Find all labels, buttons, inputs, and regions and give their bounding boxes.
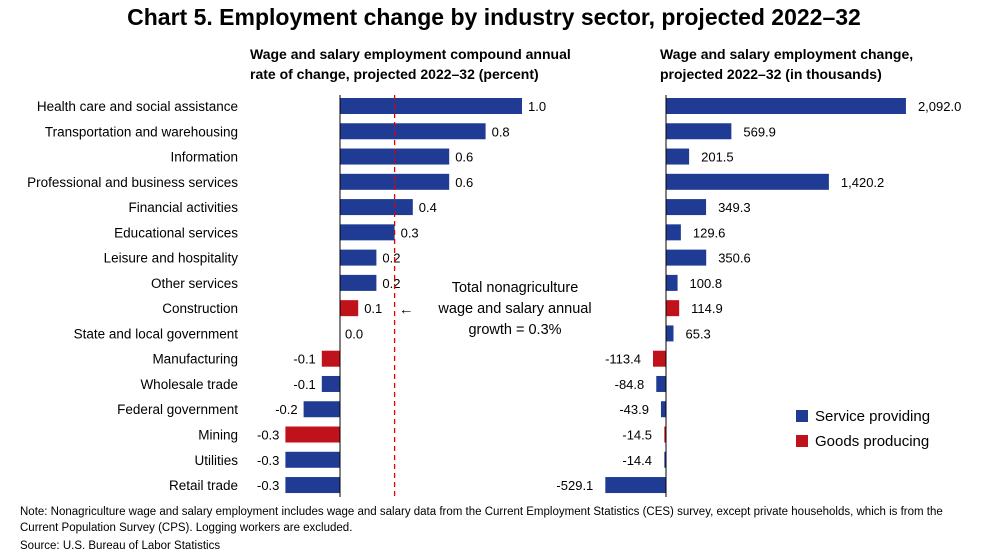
rate-bar — [340, 173, 450, 190]
rate-value-label: 0.2 — [382, 276, 400, 291]
rate-value-label: 0.8 — [492, 124, 510, 139]
change-bar — [652, 350, 666, 367]
change-bar — [664, 451, 666, 468]
change-value-label: 2,092.0 — [918, 99, 961, 114]
change-bar — [660, 401, 666, 418]
chart-title: Chart 5. Employment change by industry s… — [127, 4, 861, 30]
rate-value-label: 0.0 — [345, 326, 363, 341]
change-value-label: 569.9 — [743, 124, 776, 139]
legend: Service providing Goods producing — [796, 408, 930, 450]
annotation-arrow: ← — [399, 302, 414, 318]
change-bar — [605, 477, 666, 494]
rate-bar — [303, 401, 340, 418]
category-label: Federal government — [117, 402, 238, 417]
change-value-label: 129.6 — [693, 225, 726, 240]
rate-value-label: 1.0 — [528, 99, 546, 114]
rate-bar — [340, 274, 377, 291]
change-value-label: 100.8 — [690, 276, 723, 291]
change-bar — [666, 123, 732, 140]
rate-value-label: 0.6 — [455, 175, 473, 190]
rate-bar — [340, 300, 359, 317]
rate-bar — [321, 350, 340, 367]
rate-value-label: -0.1 — [293, 377, 315, 392]
change-value-label: 350.6 — [718, 251, 751, 266]
rate-value-label: 0.4 — [419, 200, 437, 215]
rate-bar — [340, 123, 486, 140]
change-value-label: -14.5 — [622, 428, 652, 443]
reference-annotation: Total nonagriculture wage and salary annu… — [399, 280, 592, 338]
change-value-label: 65.3 — [685, 326, 710, 341]
legend-swatch-service — [796, 410, 808, 422]
category-label: Information — [170, 150, 238, 165]
change-bar — [666, 300, 680, 317]
change-bar — [666, 199, 707, 216]
category-label: Construction — [162, 301, 238, 316]
rate-value-label: -0.2 — [275, 402, 297, 417]
change-value-label: 1,420.2 — [841, 175, 884, 190]
change-bar — [664, 426, 666, 443]
rate-bar — [285, 426, 340, 443]
change-bar — [666, 148, 690, 165]
change-bar — [666, 98, 906, 114]
category-label: State and local government — [74, 326, 239, 341]
category-label: Educational services — [114, 225, 238, 240]
rate-panel: Wage and salary employment compound annu… — [27, 46, 592, 497]
category-label: Wholesale trade — [140, 377, 238, 392]
change-value-label: -14.4 — [622, 453, 652, 468]
change-bar — [666, 224, 681, 241]
rate-bar — [340, 224, 395, 241]
category-label: Leisure and hospitality — [104, 251, 239, 266]
change-value-label: 114.9 — [691, 301, 723, 316]
category-label: Professional and business services — [27, 175, 238, 190]
category-label: Mining — [198, 428, 238, 443]
change-bar — [666, 249, 707, 266]
chart-source: Source: U.S. Bureau of Labor Statistics — [20, 540, 221, 552]
change-value-label: 201.5 — [701, 150, 734, 165]
rate-panel-subtitle: rate of change, projected 2022–32 (perce… — [250, 66, 539, 82]
chart-note: Note: Nonagriculture wage and salary emp… — [20, 506, 943, 534]
category-label: Health care and social assistance — [37, 99, 238, 114]
change-bar — [656, 375, 666, 392]
category-label: Financial activities — [128, 200, 238, 215]
annotation-text: growth = 0.3% — [468, 322, 561, 338]
legend-label-goods: Goods producing — [815, 433, 929, 450]
rate-value-label: 0.2 — [382, 251, 400, 266]
rate-bar — [340, 98, 522, 114]
rate-bar — [340, 199, 413, 216]
change-panel-subtitle: projected 2022–32 (in thousands) — [660, 66, 882, 82]
rate-bar — [285, 477, 340, 494]
legend-swatch-goods — [796, 435, 808, 447]
annotation-text: wage and salary annual — [437, 301, 591, 317]
rate-value-label: -0.1 — [293, 352, 315, 367]
rate-value-label: 0.3 — [401, 225, 419, 240]
rate-panel-subtitle: Wage and salary employment compound annu… — [250, 46, 571, 62]
change-bar — [666, 325, 674, 342]
rate-value-label: 0.6 — [455, 150, 473, 165]
rate-value-label: -0.3 — [257, 478, 279, 493]
rate-value-label: 0.1 — [364, 301, 382, 316]
rate-bar — [285, 451, 340, 468]
rate-bar — [340, 148, 450, 165]
change-value-label: 349.3 — [718, 200, 751, 215]
legend-label-service: Service providing — [815, 408, 930, 425]
category-label: Manufacturing — [152, 352, 238, 367]
rate-bar — [321, 375, 340, 392]
rate-value-label: -0.3 — [257, 453, 279, 468]
category-label: Transportation and warehousing — [45, 124, 238, 139]
annotation-text: Total nonagriculture — [452, 280, 579, 296]
change-value-label: -529.1 — [556, 478, 593, 493]
category-label: Other services — [151, 276, 238, 291]
change-value-label: -43.9 — [619, 402, 649, 417]
change-value-label: -113.4 — [605, 352, 641, 367]
change-panel: Wage and salary employment change, projec… — [556, 46, 961, 497]
change-value-label: -84.8 — [615, 377, 645, 392]
category-label: Retail trade — [169, 478, 238, 493]
change-bar — [666, 274, 678, 291]
change-bar — [666, 173, 829, 190]
category-label: Utilities — [194, 453, 238, 468]
change-panel-subtitle: Wage and salary employment change, — [660, 46, 913, 62]
rate-bar — [340, 249, 377, 266]
rate-value-label: -0.3 — [257, 428, 279, 443]
